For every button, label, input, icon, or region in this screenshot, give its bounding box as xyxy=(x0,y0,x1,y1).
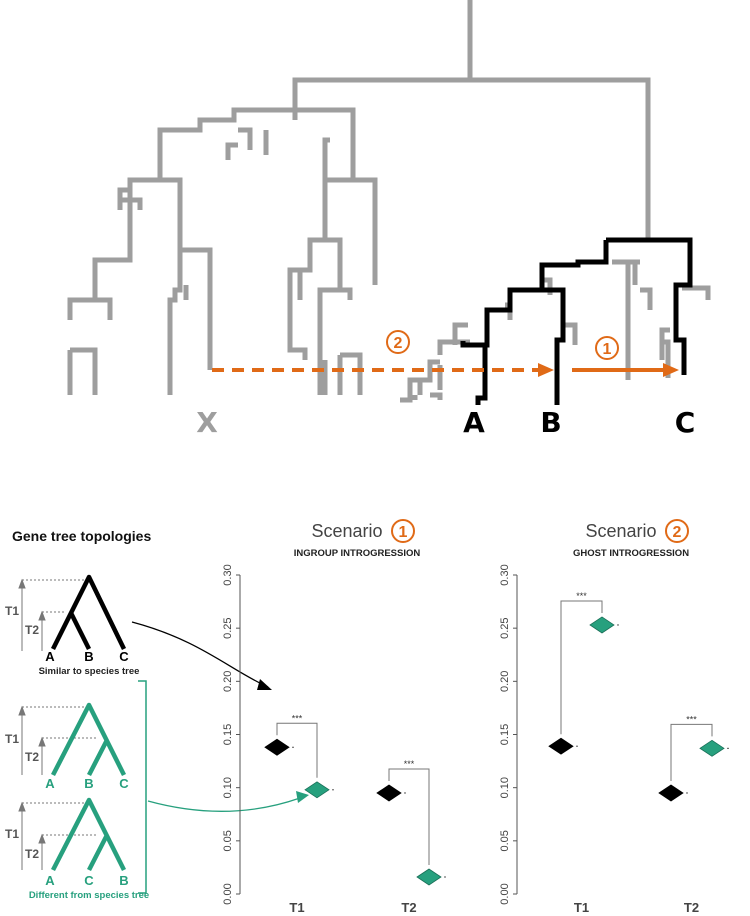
topology-3-tip-1: A xyxy=(45,873,55,888)
significance-bracket xyxy=(670,723,713,781)
topology-1: T1 T2 A B C Similar to species tree xyxy=(5,574,140,677)
scenario-2-subtitle: GHOST INTROGRESSION xyxy=(573,548,689,559)
scenario-1-subtitle: INGROUP INTROGRESSION xyxy=(294,548,421,559)
scenario-1-word: Scenario xyxy=(311,521,382,541)
scenario-2-circle-badge: 2 xyxy=(386,330,410,354)
similar-topology-point xyxy=(658,784,684,802)
topology-2-tip-1: A xyxy=(45,776,55,791)
different-topology-point xyxy=(699,739,725,757)
connector-similar-to-t1 xyxy=(131,621,269,688)
similar-topology-point xyxy=(376,784,402,802)
scenario-1-plot: 0.00 0.05 0.10 0.15 0.20 0.25 0.30 T1 T2 *** *** xyxy=(222,564,446,915)
significance-bracket xyxy=(388,768,430,865)
similar-label: Similar to species tree xyxy=(39,666,140,677)
different-topology-point xyxy=(589,616,615,634)
similar-topology-point xyxy=(548,737,574,755)
connector-different-arrowhead xyxy=(296,791,309,803)
scenario-1-number: 1 xyxy=(399,524,408,541)
connector-different-to-t1 xyxy=(147,797,301,812)
y-tick-label: 0.10 xyxy=(499,777,511,798)
x-category-label: T2 xyxy=(684,900,699,915)
topology-3-tip-2: C xyxy=(84,873,94,888)
topology-2: T1 T2 A B C xyxy=(5,702,129,791)
topology-1-tip-3: C xyxy=(119,649,129,664)
x-category-label: T1 xyxy=(574,900,589,915)
different-group-bracket xyxy=(138,680,147,894)
introgression-arrow-1 xyxy=(572,363,679,377)
significance-label: *** xyxy=(292,713,303,723)
tree-main-split xyxy=(292,77,651,240)
t2-label: T2 xyxy=(25,750,39,764)
different-topology-point xyxy=(304,781,330,799)
similar-topology-point xyxy=(264,738,290,756)
introgression-arrow-2 xyxy=(212,363,554,377)
legend-title: Gene tree topologies xyxy=(12,528,151,544)
ingroup-c-branch xyxy=(606,237,693,375)
y-tick-label: 0.20 xyxy=(222,671,234,692)
topology-1-tip-2: B xyxy=(84,649,93,664)
scenario-2-word: Scenario xyxy=(585,521,656,541)
y-tick-label: 0.30 xyxy=(222,564,234,585)
tree-left-clade xyxy=(67,107,356,395)
scenario-2-badge-number: 2 xyxy=(394,335,403,352)
topology-3: T1 T2 A C B Different from species tree xyxy=(5,797,149,901)
scenario-2-number: 2 xyxy=(673,524,682,541)
ingroup-a-branch xyxy=(475,342,488,405)
topology-2-tip-2: B xyxy=(84,776,93,791)
y-tick-label: 0.15 xyxy=(222,724,234,745)
topology-1-tip-1: A xyxy=(45,649,55,664)
y-tick-label: 0.30 xyxy=(499,564,511,585)
topology-2-tip-3: C xyxy=(119,776,129,791)
ingroup-ab-branch xyxy=(460,240,609,348)
y-tick-label: 0.25 xyxy=(499,617,511,638)
different-topology-point xyxy=(416,868,442,886)
tree-ingroup-outgroups xyxy=(400,259,711,403)
connector-similar-arrowhead xyxy=(257,679,272,690)
tip-label-b: B xyxy=(540,406,561,439)
x-category-label: T1 xyxy=(289,900,304,915)
t1-label: T1 xyxy=(5,827,19,841)
tip-label-c: C xyxy=(675,406,696,439)
different-label: Different from species tree xyxy=(29,890,149,901)
y-tick-label: 0.05 xyxy=(222,830,234,851)
scenario-1-header: Scenario 1 INGROUP INTROGRESSION xyxy=(294,519,421,559)
scenario-2-header: Scenario 2 GHOST INTROGRESSION xyxy=(573,519,689,559)
ingroup-b-branch xyxy=(542,287,566,405)
significance-label: *** xyxy=(404,759,415,769)
y-tick-label: 0.00 xyxy=(499,883,511,904)
y-tick-label: 0.25 xyxy=(222,617,234,638)
scenario-1-circle-badge: 1 xyxy=(595,336,619,360)
y-tick-label: 0.05 xyxy=(499,830,511,851)
t1-label: T1 xyxy=(5,732,19,746)
t1-label: T1 xyxy=(5,604,19,618)
x-category-label: T2 xyxy=(401,900,416,915)
y-tick-label: 0.00 xyxy=(222,883,234,904)
y-tick-label: 0.10 xyxy=(222,777,234,798)
tip-label-x: X xyxy=(196,406,218,439)
topology-3-tip-3: B xyxy=(119,873,128,888)
species-tree xyxy=(67,0,711,403)
significance-label: *** xyxy=(576,591,587,601)
tip-label-a: A xyxy=(463,406,485,439)
ingroup-tree xyxy=(460,237,693,405)
significance-bracket xyxy=(276,722,318,778)
significance-label: *** xyxy=(686,714,697,724)
t2-label: T2 xyxy=(25,847,39,861)
scenario-1-badge-number: 1 xyxy=(603,341,612,358)
scenario-2-plot: 0.00 0.05 0.10 0.15 0.20 0.25 0.30 T1 T2 *** *** xyxy=(499,564,729,915)
y-tick-label: 0.20 xyxy=(499,671,511,692)
t2-label: T2 xyxy=(25,623,39,637)
tree-middle-clade xyxy=(287,137,378,395)
y-tick-label: 0.15 xyxy=(499,724,511,745)
significance-bracket xyxy=(560,600,603,735)
